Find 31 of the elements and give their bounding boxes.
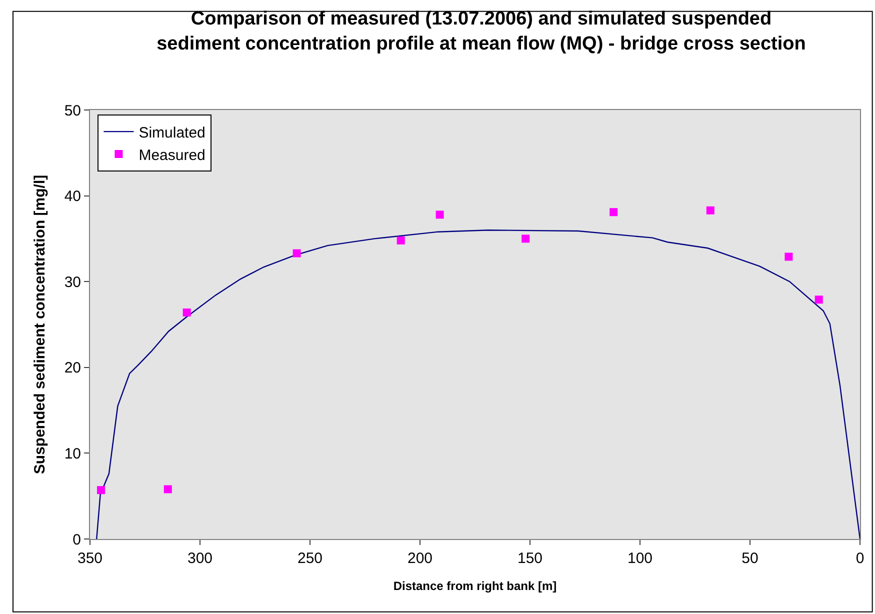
point [292, 249, 301, 258]
y-tick-label: 0 [72, 531, 81, 548]
y-tick-label: 50 [64, 102, 81, 120]
chart-title: Comparison of measured (13.07.2006) and simulated suspended sediment concentration profile at mean flow (MQ) - bridge cross section [156, 8, 806, 54]
x-tick-label: 250 [297, 550, 323, 567]
line-series [96, 230, 860, 539]
point [182, 308, 191, 316]
point [706, 206, 714, 214]
x-tick-label: 150 [517, 550, 543, 567]
legend-label: Measured [138, 146, 206, 164]
point [396, 236, 405, 244]
point [436, 210, 444, 219]
point [97, 486, 105, 494]
x-tick-label: 0 [856, 550, 864, 567]
y-tick-label: 40 [64, 188, 81, 206]
point [814, 296, 823, 304]
legend-label: Simulated [138, 124, 206, 142]
x-tick-label: 50 [742, 550, 758, 567]
point [164, 485, 172, 494]
y-axis-title: Suspended sediment concentration [mg/l] [32, 174, 49, 474]
y-tick-label: 30 [64, 274, 81, 291]
y-tick-label: 10 [64, 445, 81, 462]
x-tick-label: 200 [407, 550, 433, 567]
point [610, 208, 618, 216]
x-tick-label: 350 [77, 550, 103, 567]
x-axis-title: Distance from right bank [m] [393, 578, 557, 593]
y-tick-label: 20 [64, 360, 81, 377]
point [784, 252, 793, 261]
x-tick-label: 300 [187, 550, 213, 567]
point [522, 234, 530, 243]
x-tick-label: 100 [627, 550, 653, 567]
